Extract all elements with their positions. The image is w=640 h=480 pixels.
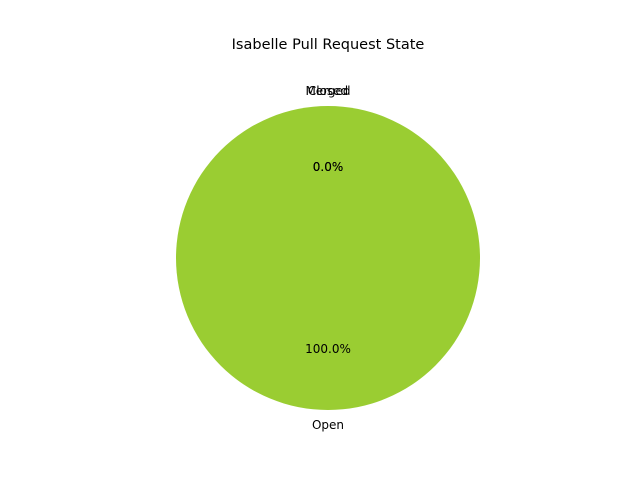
pie-slices [176, 106, 480, 410]
slice-label-merged: Merged [305, 84, 350, 98]
slice-percent-closed: 0.0% [313, 160, 344, 174]
slice-label-open: Open [312, 418, 344, 432]
pie-slice-open [176, 106, 480, 410]
slice-label-closed: Closed [308, 84, 348, 98]
slice-percent-merged: 0.0% [313, 160, 344, 174]
slice-percent-open: 100.0% [305, 342, 351, 356]
chart-title: Isabelle Pull Request State [232, 37, 425, 53]
